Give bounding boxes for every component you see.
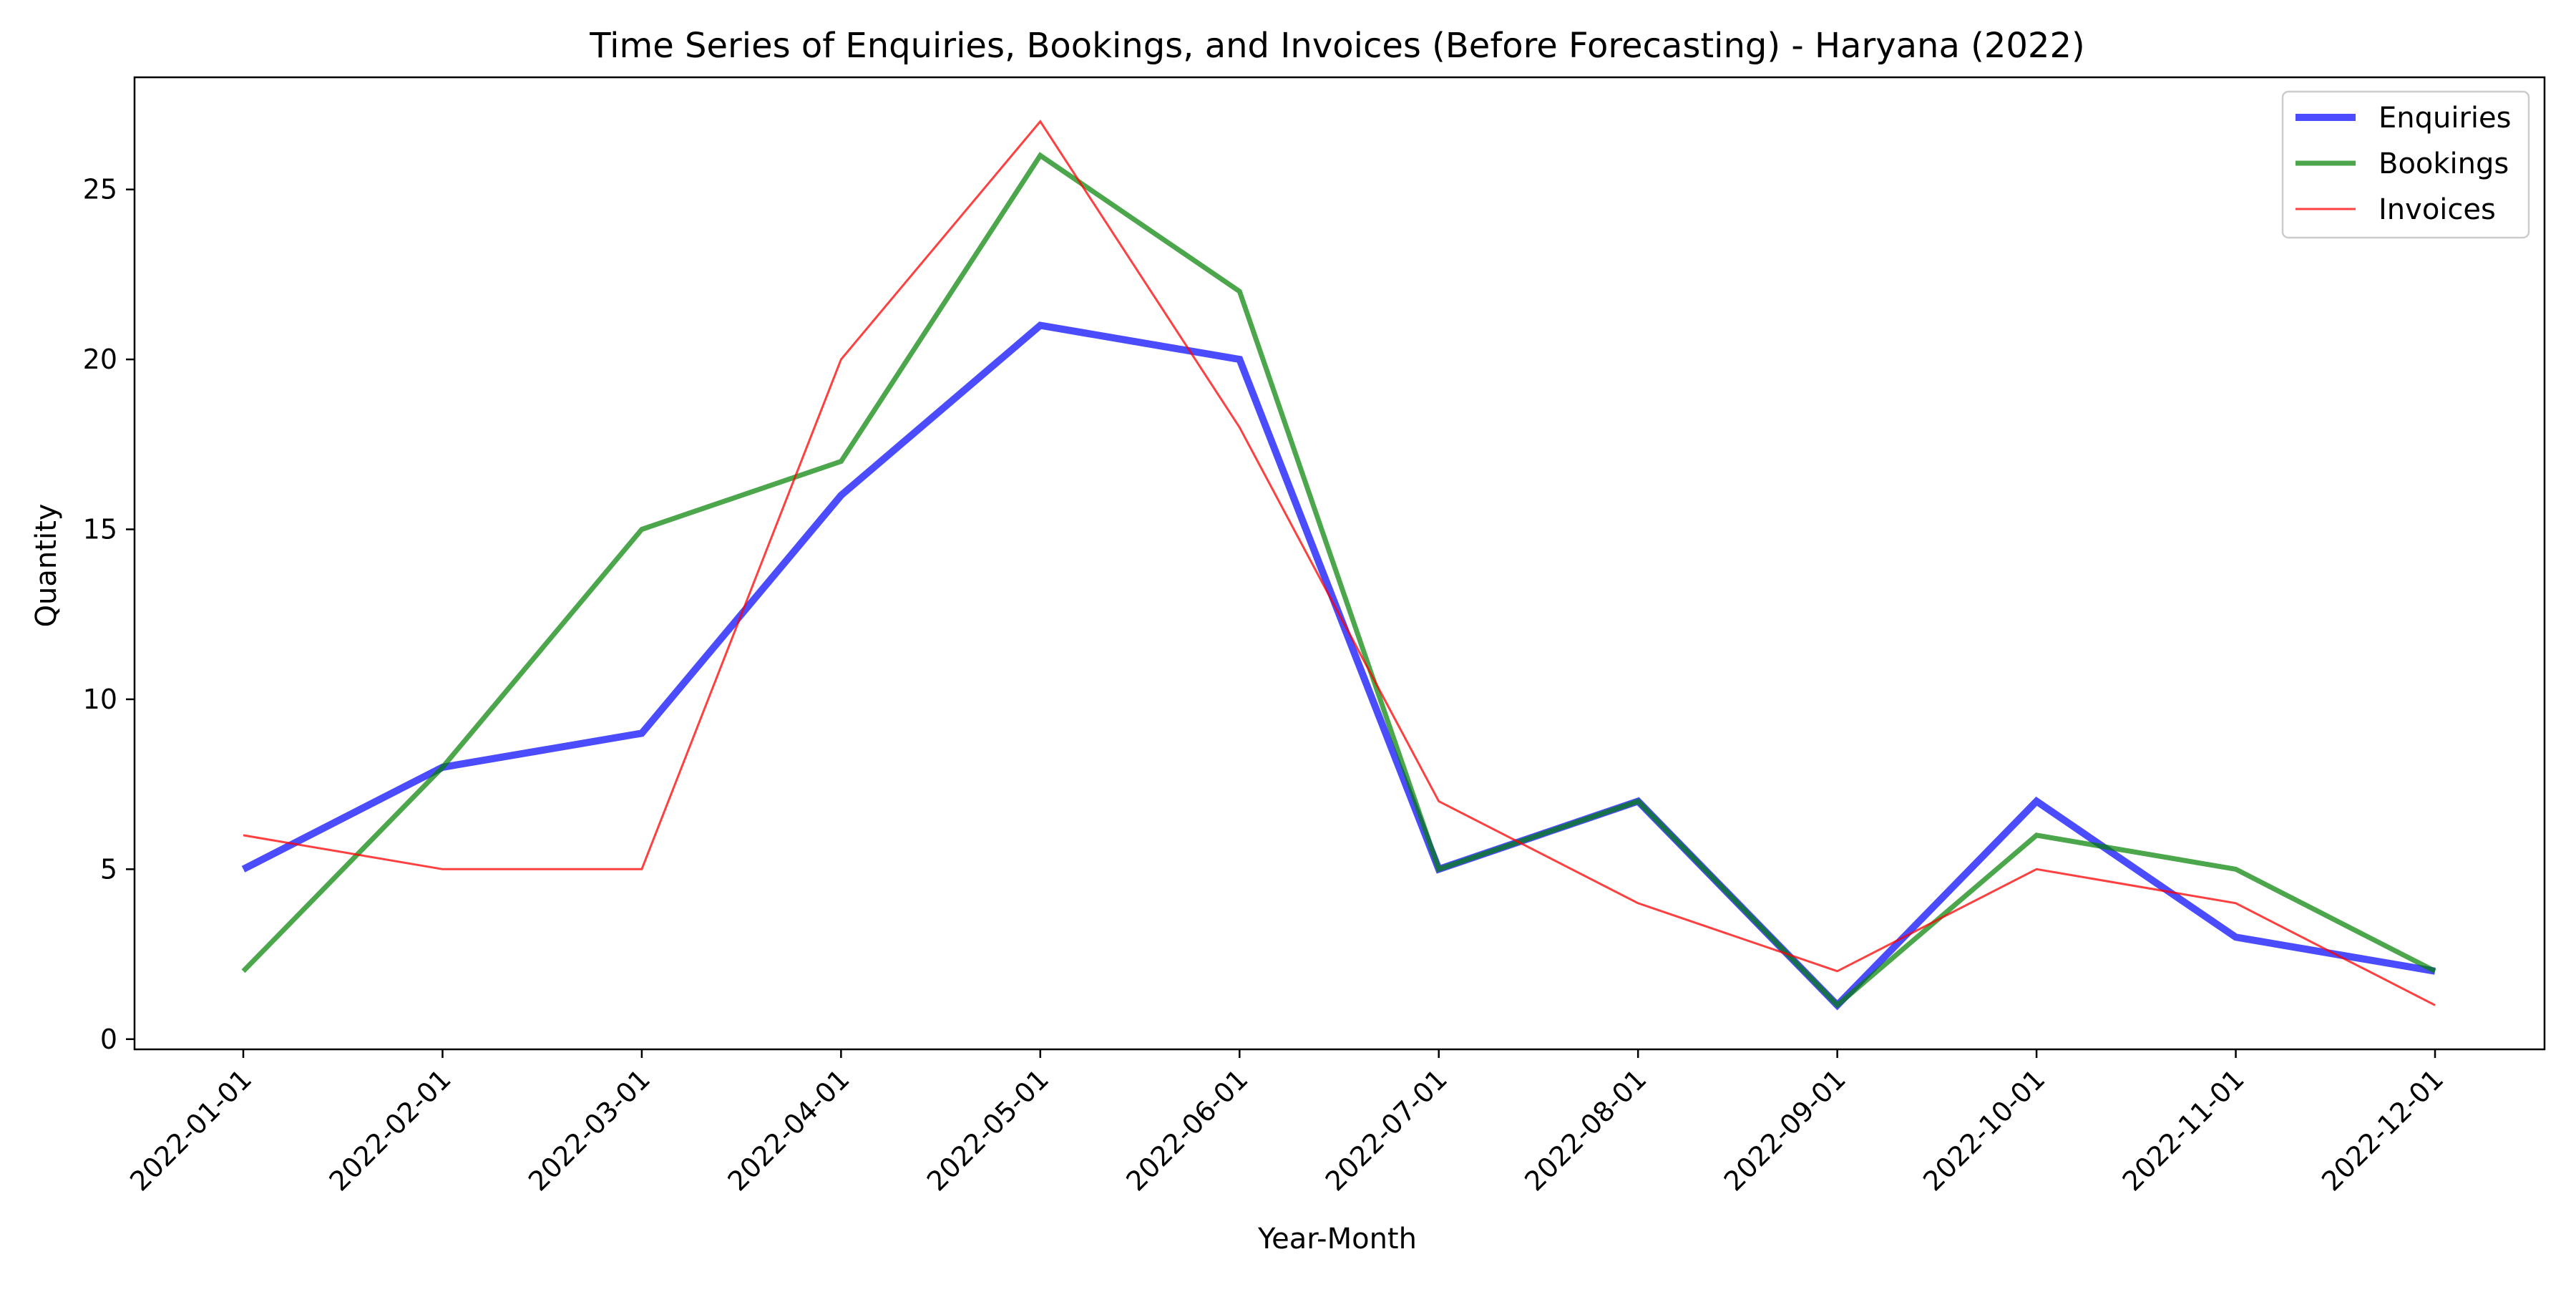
series-line-bookings [241,152,2436,1009]
x-axis-label: Year-Month [1257,1223,1417,1255]
y-tick-label: 0 [100,1024,117,1055]
y-tick-label: 15 [83,514,117,545]
legend-label-invoices: Invoices [2379,193,2496,226]
y-tick-label: 20 [83,344,117,375]
legend: Enquiries Bookings Invoices [2281,90,2530,239]
y-axis-label: Quantity [30,504,63,628]
y-tick-label: 5 [100,853,117,885]
legend-label-bookings: Bookings [2379,147,2509,180]
plot-area-frame [133,76,2546,1051]
series-line-invoices [243,120,2436,1006]
y-tick-label: 25 [83,174,117,205]
series-layer [241,120,2436,1011]
legend-box [2281,90,2530,239]
chart-title: Time Series of Enquiries, Bookings, and … [589,26,2084,66]
legend-label-enquiries: Enquiries [2379,102,2512,135]
y-tick-label: 10 [83,684,117,715]
